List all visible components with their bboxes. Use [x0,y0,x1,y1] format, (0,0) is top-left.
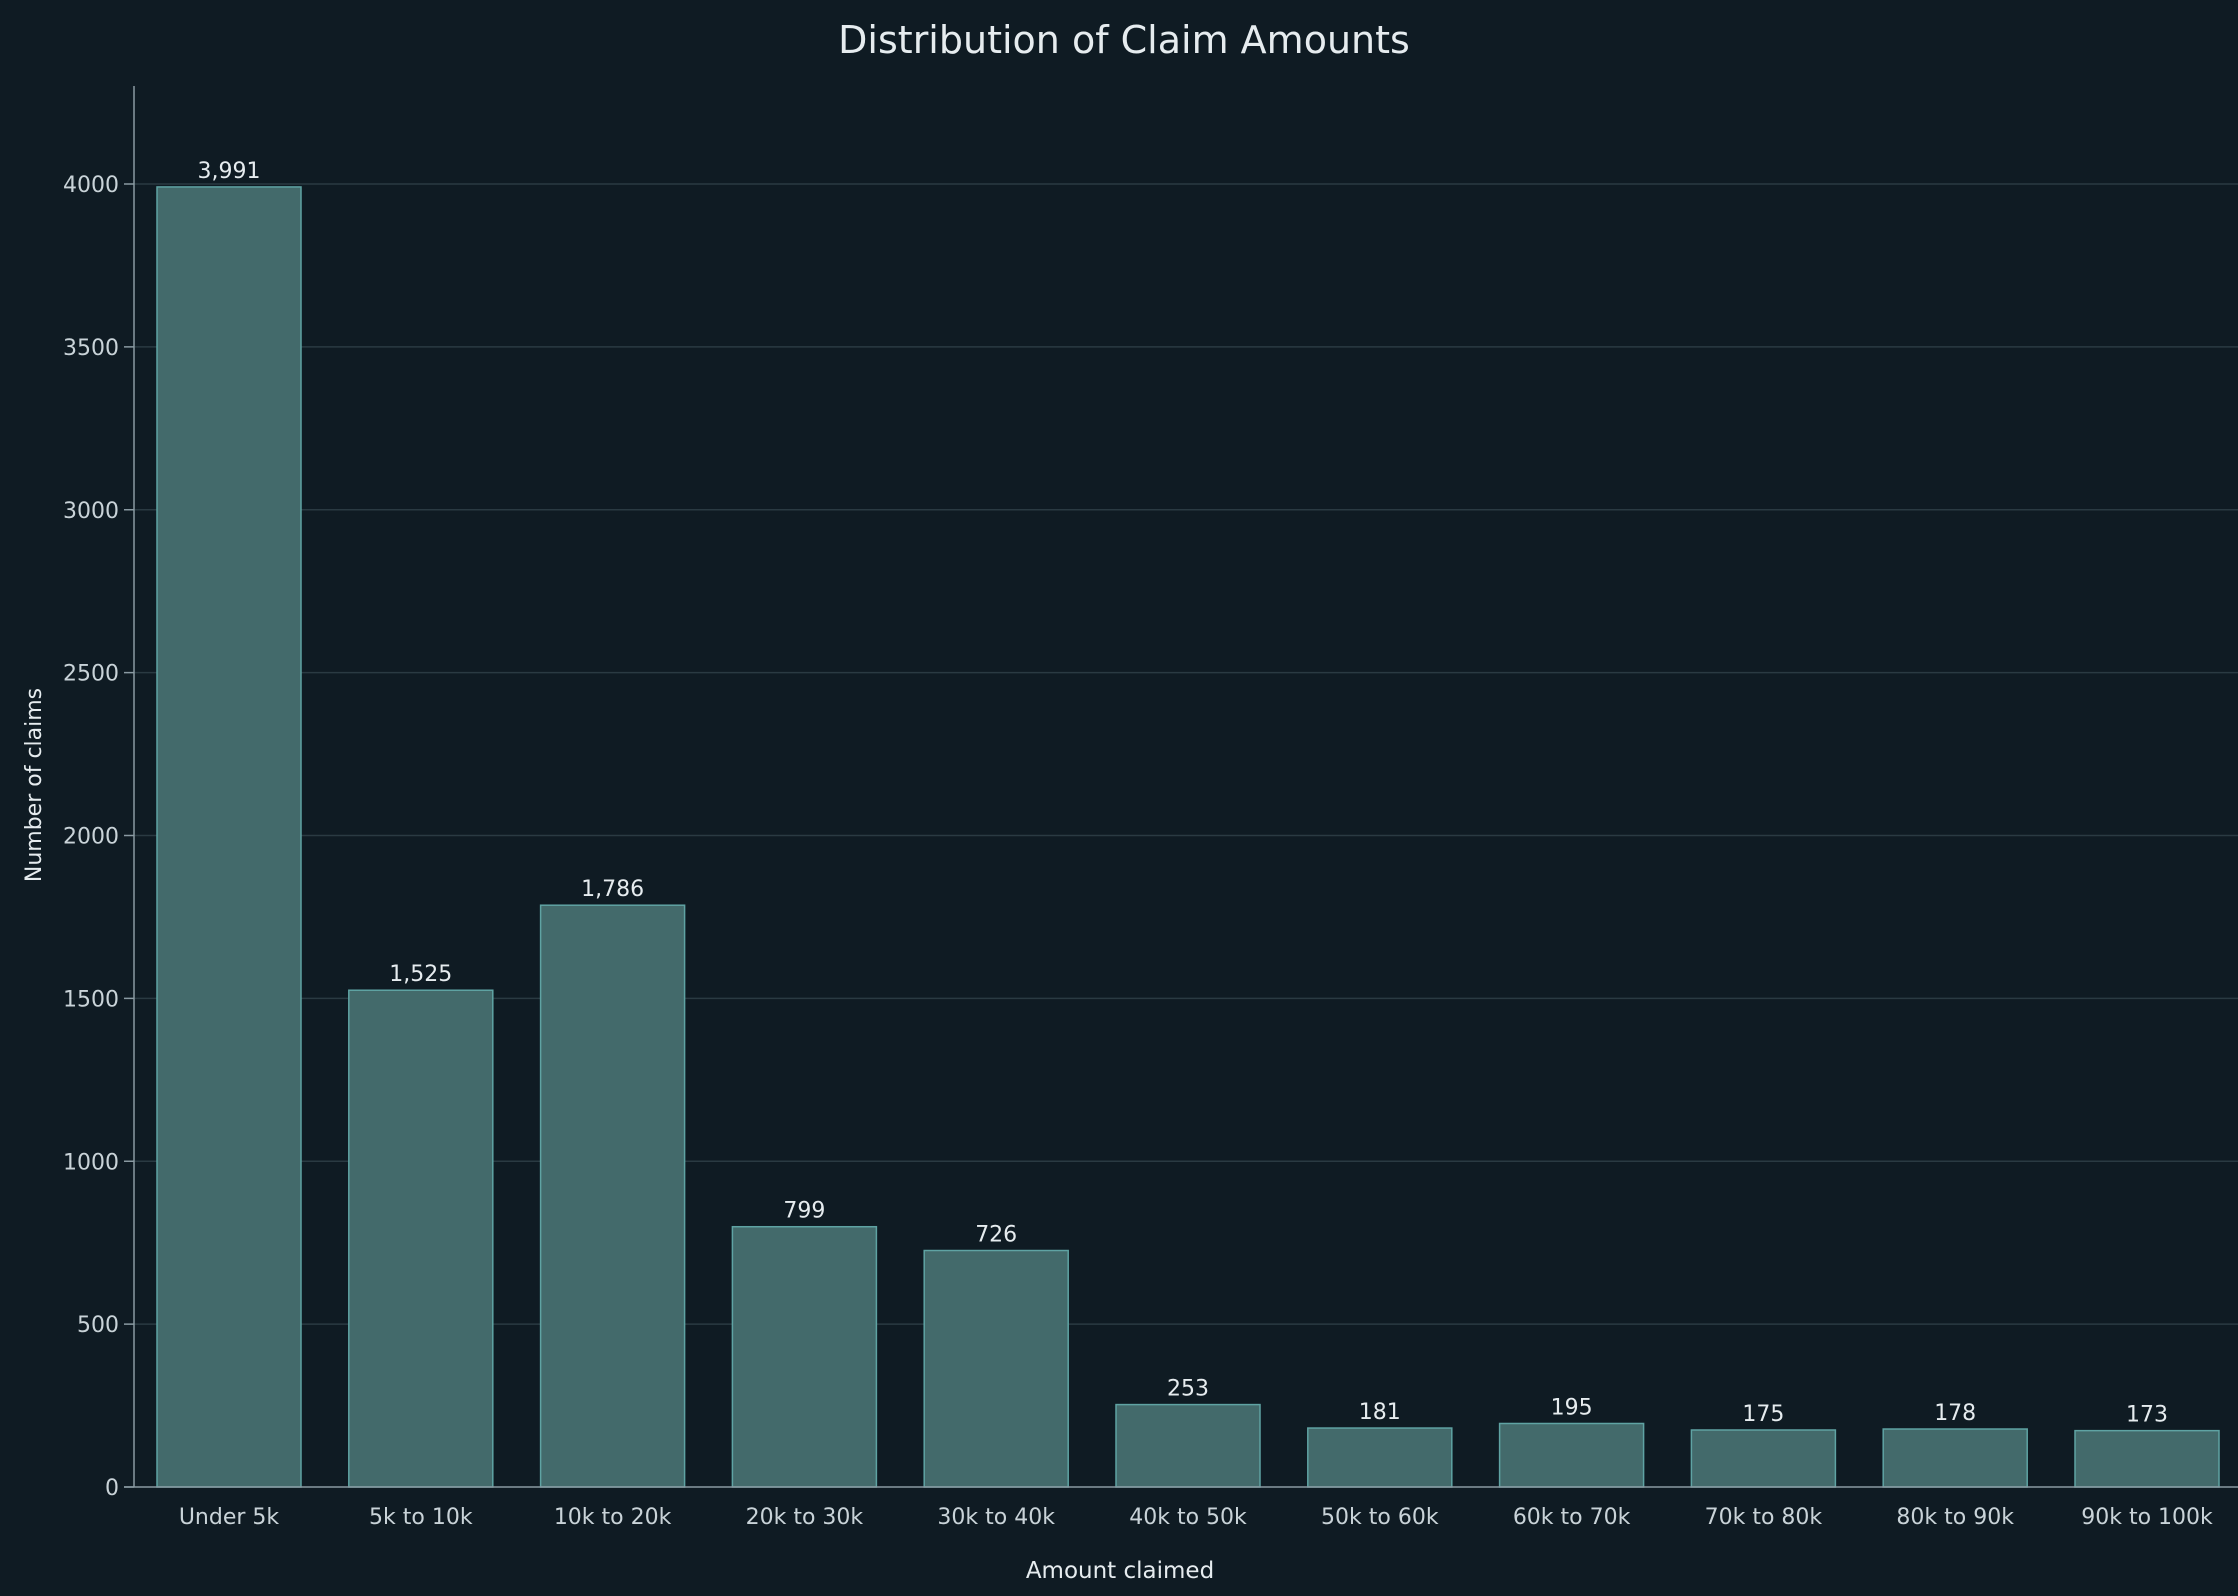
bar-6[interactable] [1307,1427,1453,1488]
value-label-3: 799 [783,1199,825,1224]
y-tick-label-0: 0 [105,1476,119,1501]
bars [156,186,2220,1488]
y-tick-label-500: 500 [77,1313,119,1338]
x-tick-labels: Under 5k 5k to 10k 10k to 20k 20k to 30k 30k… [179,1505,2213,1530]
value-label-9: 178 [1934,1401,1976,1426]
x-tick-label-0: Under 5k [179,1505,280,1530]
x-tick-label-10: 90k to 100k [2081,1505,2213,1530]
bar-7[interactable] [1498,1422,1645,1488]
bar-0[interactable] [156,186,302,1488]
bar-4[interactable] [923,1249,1069,1488]
y-tick-label-2000: 2000 [63,825,119,850]
bar-9[interactable] [1882,1428,2028,1488]
bar-2[interactable] [539,904,686,1488]
value-label-7: 195 [1551,1395,1593,1420]
y-tick-label-1500: 1500 [63,987,119,1012]
bar-10[interactable] [2074,1429,2220,1488]
bar-3[interactable] [731,1225,878,1488]
x-tick-label-2: 10k to 20k [554,1505,672,1530]
bar-8[interactable] [1690,1429,1837,1488]
x-tick-label-1: 5k to 10k [369,1505,473,1530]
y-tick-label-4000: 4000 [63,173,119,198]
value-label-6: 181 [1359,1400,1401,1425]
y-tick-label-3500: 3500 [63,336,119,361]
value-label-2: 1,786 [581,877,644,902]
y-tick-label-1000: 1000 [63,1150,119,1175]
value-label-4: 726 [975,1223,1017,1248]
value-label-8: 175 [1742,1402,1784,1427]
x-tick-label-4: 30k to 40k [937,1505,1055,1530]
bar-1[interactable] [348,989,494,1488]
y-tick-label-3000: 3000 [63,499,119,524]
x-tick-label-3: 20k to 30k [746,1505,864,1530]
x-tick-label-9: 80k to 90k [1896,1505,2014,1530]
value-label-0: 3,991 [198,159,261,184]
x-tick-label-8: 70k to 80k [1705,1505,1823,1530]
x-tick-label-5: 40k to 50k [1129,1505,1247,1530]
y-tick-label-2500: 2500 [63,662,119,687]
x-axis-title: Amount claimed [1026,1558,1214,1584]
axes [124,86,2238,1488]
chart-title: Distribution of Claim Amounts [838,18,1410,62]
x-tick-label-7: 60k to 70k [1513,1505,1631,1530]
x-tick-label-6: 50k to 60k [1321,1505,1439,1530]
value-labels: 3,991 1,525 1,786 799 726 253 181 195 175 178 173 [198,159,2168,1428]
y-axis-title: Number of claims [22,688,47,882]
value-label-1: 1,525 [389,962,452,987]
value-label-5: 253 [1167,1377,1209,1402]
bar-5[interactable] [1115,1403,1261,1488]
value-label-10: 173 [2126,1403,2168,1428]
y-tick-labels: 0 500 1000 1500 2000 2500 3000 3500 4000 [63,173,134,1501]
